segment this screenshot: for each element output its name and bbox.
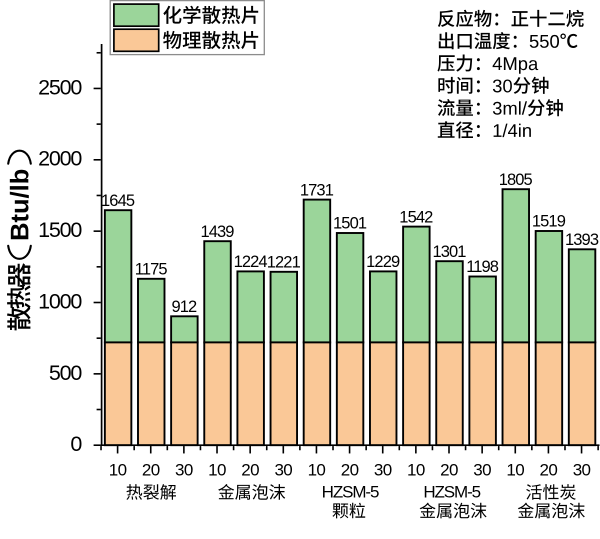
svg-text:20: 20	[440, 460, 458, 479]
svg-text:2000: 2000	[38, 147, 82, 171]
svg-text:30: 30	[274, 460, 292, 479]
svg-text:20: 20	[241, 460, 259, 479]
svg-text:1393: 1393	[565, 231, 599, 249]
svg-text:10: 10	[506, 460, 524, 479]
svg-text:1645: 1645	[101, 192, 135, 210]
svg-text:30: 30	[374, 460, 392, 479]
svg-text:1224: 1224	[234, 253, 268, 271]
svg-text:1221: 1221	[267, 254, 301, 272]
svg-text:1805: 1805	[499, 171, 533, 189]
svg-text:500: 500	[49, 361, 83, 385]
svg-text:HZSM-5: HZSM-5	[423, 482, 480, 501]
svg-text:1175: 1175	[135, 261, 168, 279]
svg-text:HZSM-5: HZSM-5	[322, 482, 379, 501]
svg-text:10: 10	[308, 460, 326, 479]
svg-text:30: 30	[573, 460, 591, 479]
svg-text:1542: 1542	[399, 208, 433, 226]
svg-text:1500: 1500	[38, 218, 82, 242]
svg-text:2500: 2500	[38, 75, 82, 99]
svg-text:20: 20	[341, 460, 359, 479]
svg-text:1198: 1198	[466, 258, 499, 276]
svg-text:1731: 1731	[300, 181, 334, 199]
svg-text:1439: 1439	[200, 223, 234, 241]
svg-text:20: 20	[142, 460, 160, 479]
svg-text:912: 912	[171, 298, 197, 316]
svg-text:1519: 1519	[532, 213, 566, 231]
svg-text:30: 30	[175, 460, 193, 479]
svg-text:1229: 1229	[366, 253, 400, 271]
svg-text:0: 0	[70, 432, 82, 456]
svg-text:10: 10	[407, 460, 425, 479]
svg-text:30: 30	[473, 460, 491, 479]
svg-text:20: 20	[540, 460, 558, 479]
svg-text:10: 10	[208, 460, 226, 479]
svg-text:1501: 1501	[333, 215, 367, 233]
svg-text:1301: 1301	[432, 243, 466, 261]
svg-text:1000: 1000	[38, 289, 82, 313]
svg-text:10: 10	[109, 460, 127, 479]
